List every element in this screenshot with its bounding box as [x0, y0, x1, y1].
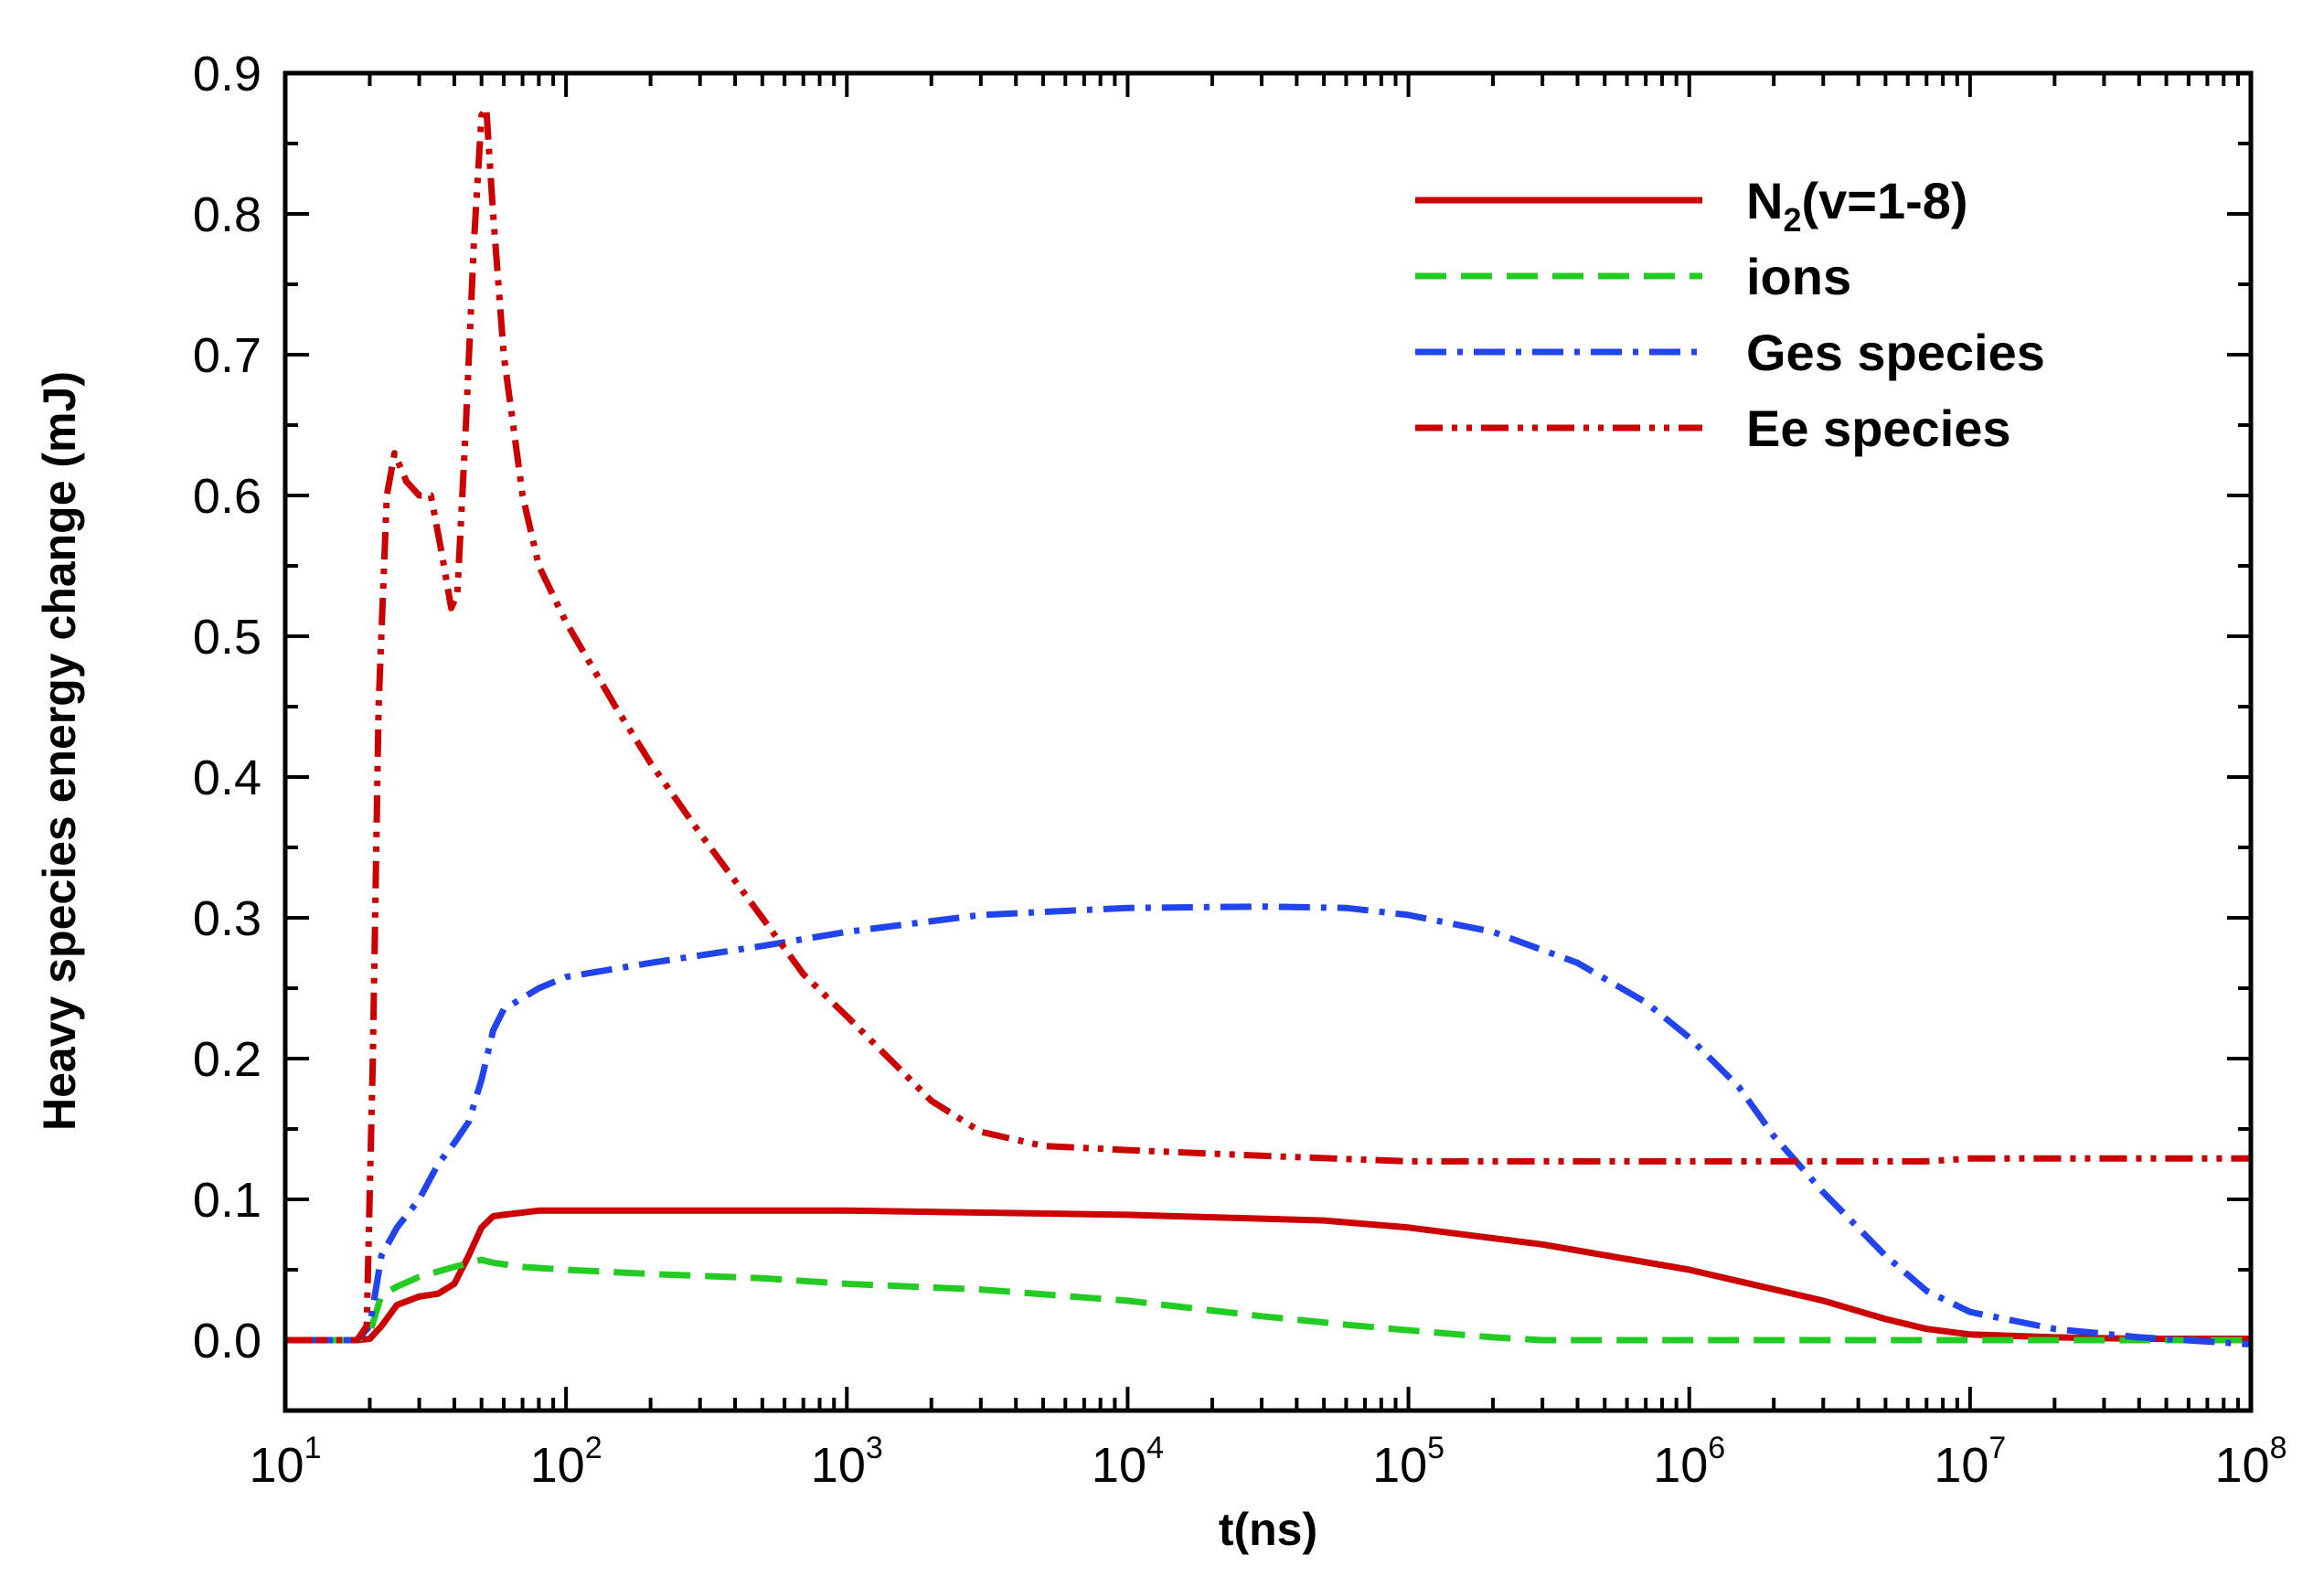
y-tick-label: 0.5 [193, 610, 261, 665]
series-line-0 [285, 1207, 2251, 1344]
y-tick-label: 0.2 [193, 1032, 261, 1087]
y-tick-label: 0.3 [193, 891, 261, 946]
x-tick-label: 101 [250, 1431, 322, 1493]
legend-label-2: Ges species [1746, 324, 2045, 381]
y-tick-label: 0.4 [193, 751, 261, 805]
series-layer [285, 105, 2252, 1348]
legend-label-0: N2(v=1-8) [1746, 172, 1968, 239]
y-tick-label: 0.0 [193, 1314, 261, 1368]
y-tick-label: 0.1 [193, 1173, 261, 1228]
y-tick-label: 0.6 [193, 469, 261, 524]
x-tick-label: 106 [1653, 1431, 1725, 1493]
y-tick-label: 0.7 [193, 328, 261, 383]
y-tick-label: 0.8 [193, 187, 261, 242]
series-line-2 [285, 903, 2252, 1348]
x-tick-label: 105 [1372, 1431, 1445, 1493]
legend-label-1: ions [1746, 248, 1851, 305]
series-line-1 [285, 1256, 2251, 1344]
plot-frame [283, 70, 2254, 1413]
x-tick-label: 108 [2215, 1431, 2287, 1493]
x-tick-labels: 101 102 103 104 105 106 107 108 [250, 1431, 2287, 1493]
y-tick-label: 0.9 [193, 47, 261, 101]
legend: N2(v=1-8) ions Ges species Ee species [1415, 172, 2045, 457]
x-tick-label: 103 [811, 1431, 883, 1493]
x-tick-label: 104 [1092, 1431, 1164, 1493]
series-line-3 [285, 105, 2251, 1344]
y-axis-label: Heavy species energy change (mJ) [34, 371, 85, 1131]
y-tick-labels: 0.0 0.1 0.2 0.3 0.4 0.5 0.6 0.7 0.8 0.9 [193, 47, 261, 1368]
x-tick-label: 102 [530, 1431, 602, 1493]
x-axis-label: t(ns) [1219, 1504, 1317, 1555]
x-tick-label: 107 [1934, 1431, 2006, 1493]
legend-label-3: Ee species [1746, 399, 2011, 457]
